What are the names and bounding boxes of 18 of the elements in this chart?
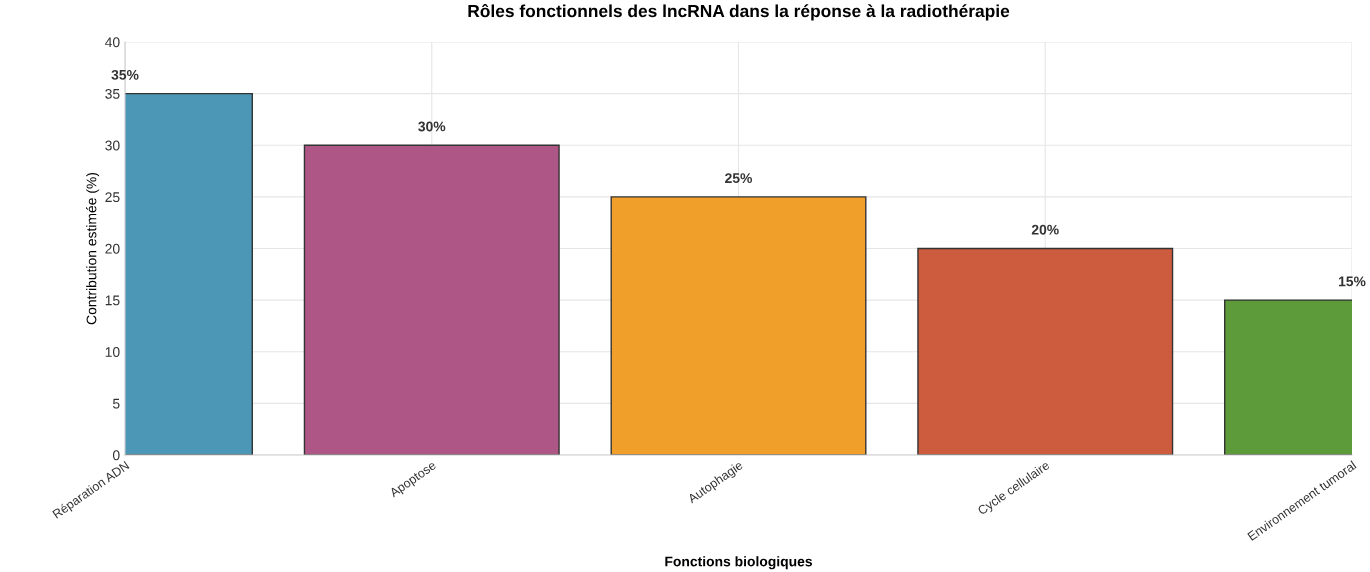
- y-tick-label: 15: [105, 295, 120, 306]
- y-tick-label: 10: [105, 347, 120, 357]
- y-tick-label: 25: [105, 192, 120, 203]
- data-label: 35%: [111, 69, 139, 80]
- y-tick-label: 40: [105, 37, 120, 48]
- chart-title: Rôles fonctionnels des lncRNA dans la réponse à la radiothérapie: [468, 4, 1010, 21]
- y-tick-label: 30: [105, 140, 120, 151]
- y-tick-label: 0: [112, 450, 120, 461]
- x-axis-title: Fonctions biologiques: [665, 556, 813, 570]
- y-tick-label: 5: [112, 398, 120, 409]
- y-tick-label: 35: [105, 88, 120, 99]
- data-label: 20%: [1031, 224, 1059, 235]
- data-label: 30%: [418, 121, 446, 132]
- bar: [610, 196, 867, 455]
- data-label: 15%: [1338, 276, 1366, 287]
- y-axis-title: Contribution estimée (%): [86, 172, 100, 325]
- y-tick-label: 20: [105, 243, 120, 254]
- data-label: 25%: [725, 173, 753, 184]
